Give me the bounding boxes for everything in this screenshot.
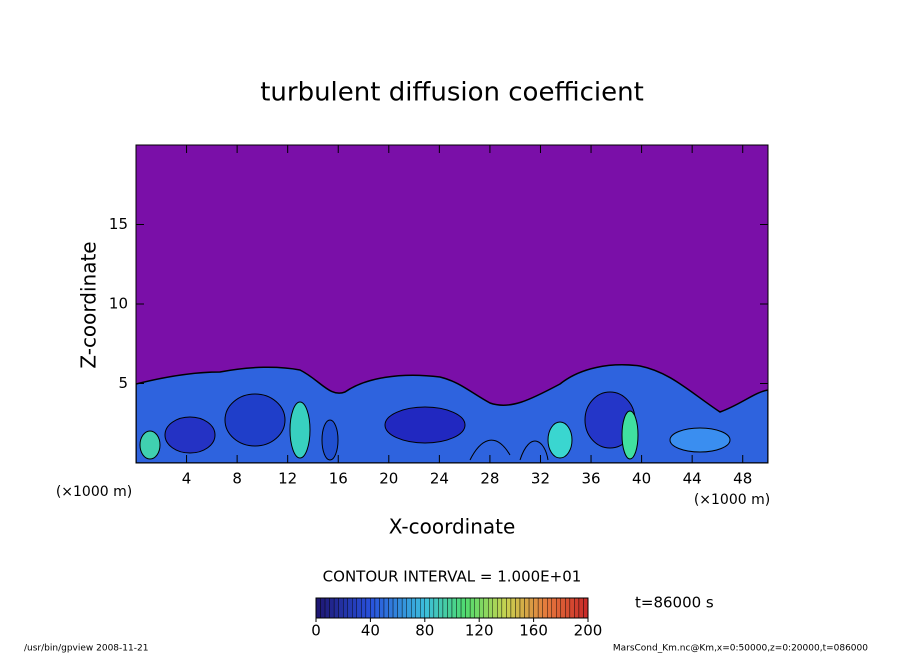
colorbar-segment: [392, 597, 398, 619]
colorbar-segment: [483, 597, 489, 619]
colorbar-segment: [415, 597, 421, 619]
colorbar-segment: [320, 597, 326, 619]
x-tick-label: 20: [379, 470, 398, 488]
colorbar-segment: [433, 597, 439, 619]
x-tick-label: 40: [632, 470, 651, 488]
colorbar-segment: [547, 597, 552, 619]
colorbar-segment: [383, 597, 389, 619]
colorbar-segment: [406, 597, 412, 619]
colorbar-segment: [560, 597, 566, 619]
colorbar-segment: [515, 597, 521, 619]
contour-interval: CONTOUR INTERVAL = 1.000E+01: [323, 568, 582, 586]
colorbar-segment: [397, 597, 403, 619]
x-tick-label: 28: [480, 470, 499, 488]
x-axis-label: X-coordinate: [389, 515, 516, 539]
colorbar-segment: [356, 597, 362, 619]
colorbar-segment: [492, 597, 498, 619]
colorbar-segment: [329, 597, 335, 619]
colorbar-segment: [379, 597, 385, 619]
colorbar-tick-label: 80: [415, 622, 434, 640]
x-tick-label: 44: [683, 470, 702, 488]
colorbar-segment: [361, 597, 367, 619]
colorbar-segment: [506, 597, 512, 619]
colorbar-segment: [424, 597, 430, 619]
footer-right: MarsCond_Km.nc@Km,x=0:50000,z=0:20000,t=…: [613, 644, 868, 654]
x-tick-label: 36: [581, 470, 600, 488]
colorbar-frame: [315, 597, 589, 619]
colorbar-segment: [374, 597, 380, 619]
colorbar-segment: [578, 597, 584, 619]
x-tick-label: 24: [430, 470, 449, 488]
contour-field: [136, 145, 768, 463]
colorbar-tick-label: 40: [361, 622, 380, 640]
colorbar-segment: [556, 597, 561, 619]
colorbar-segment: [528, 597, 534, 619]
x-tick-label: 12: [278, 470, 297, 488]
time-label: t=86000 s: [635, 594, 714, 612]
colorbar-segment: [388, 597, 394, 619]
x-tick-label: 32: [531, 470, 550, 488]
colorbar-segment: [537, 597, 543, 619]
y-tick-label: 15: [109, 215, 128, 233]
colorbar-segment: [315, 597, 321, 619]
colorbar-segment: [501, 597, 507, 619]
x-tick-label: 16: [329, 470, 348, 488]
colorbar-segment: [469, 597, 475, 619]
colorbar-segment: [533, 597, 539, 619]
colorbar-segment: [429, 597, 435, 619]
y-axis-label: Z-coordinate: [77, 241, 101, 368]
colorbar-segment: [497, 597, 503, 619]
x-tick-label: 48: [733, 470, 752, 488]
colorbar-segment: [324, 597, 330, 619]
colorbar-segment: [338, 597, 344, 619]
colorbar-segment: [510, 597, 516, 619]
colorbar-segment: [456, 597, 462, 619]
y-tick-label: 5: [118, 374, 128, 392]
y-tick-label: 10: [109, 295, 128, 313]
colorbar-tick-label: 0: [311, 622, 321, 640]
colorbar-segment: [574, 597, 580, 619]
x-tick-label: 4: [182, 470, 192, 488]
colorbar-segment: [352, 597, 357, 619]
colorbar-segment: [474, 597, 480, 619]
colorbar-segment: [420, 597, 425, 619]
colorbar-segment: [343, 597, 348, 619]
colorbar-tick-label: 200: [574, 622, 603, 640]
colorbar-segment: [347, 597, 353, 619]
colorbar-segment: [447, 597, 453, 619]
colorbar-segment: [460, 597, 466, 619]
colorbar-segment: [411, 597, 416, 619]
colorbar-segment: [451, 597, 457, 619]
x-unit-label: (×1000 m): [56, 484, 132, 500]
colorbar-segment: [565, 597, 571, 619]
colorbar-segment: [488, 597, 493, 619]
colorbar-tick-label: 160: [519, 622, 548, 640]
x-tick-label: 8: [232, 470, 242, 488]
chart-title: turbulent diffusion coefficient: [260, 78, 644, 108]
colorbar-segment: [479, 597, 484, 619]
colorbar-segment: [519, 597, 525, 619]
colorbar-segment: [465, 597, 471, 619]
colorbar-segment: [583, 597, 589, 619]
colorbar-tick-label: 120: [465, 622, 494, 640]
colorbar-segment: [333, 597, 339, 619]
colorbar-segment: [365, 597, 371, 619]
footer-left: /usr/bin/gpview 2008-11-21: [24, 644, 148, 654]
x-unit-label: (×1000 m): [694, 492, 770, 508]
colorbar-segment: [401, 597, 407, 619]
colorbar-segment: [438, 597, 444, 619]
colorbar-segment: [569, 597, 575, 619]
colorbar-segment: [542, 597, 548, 619]
colorbar-segment: [442, 597, 448, 619]
colorbar-segment: [524, 597, 530, 619]
colorbar-segment: [370, 597, 376, 619]
colorbar-segment: [551, 597, 557, 619]
